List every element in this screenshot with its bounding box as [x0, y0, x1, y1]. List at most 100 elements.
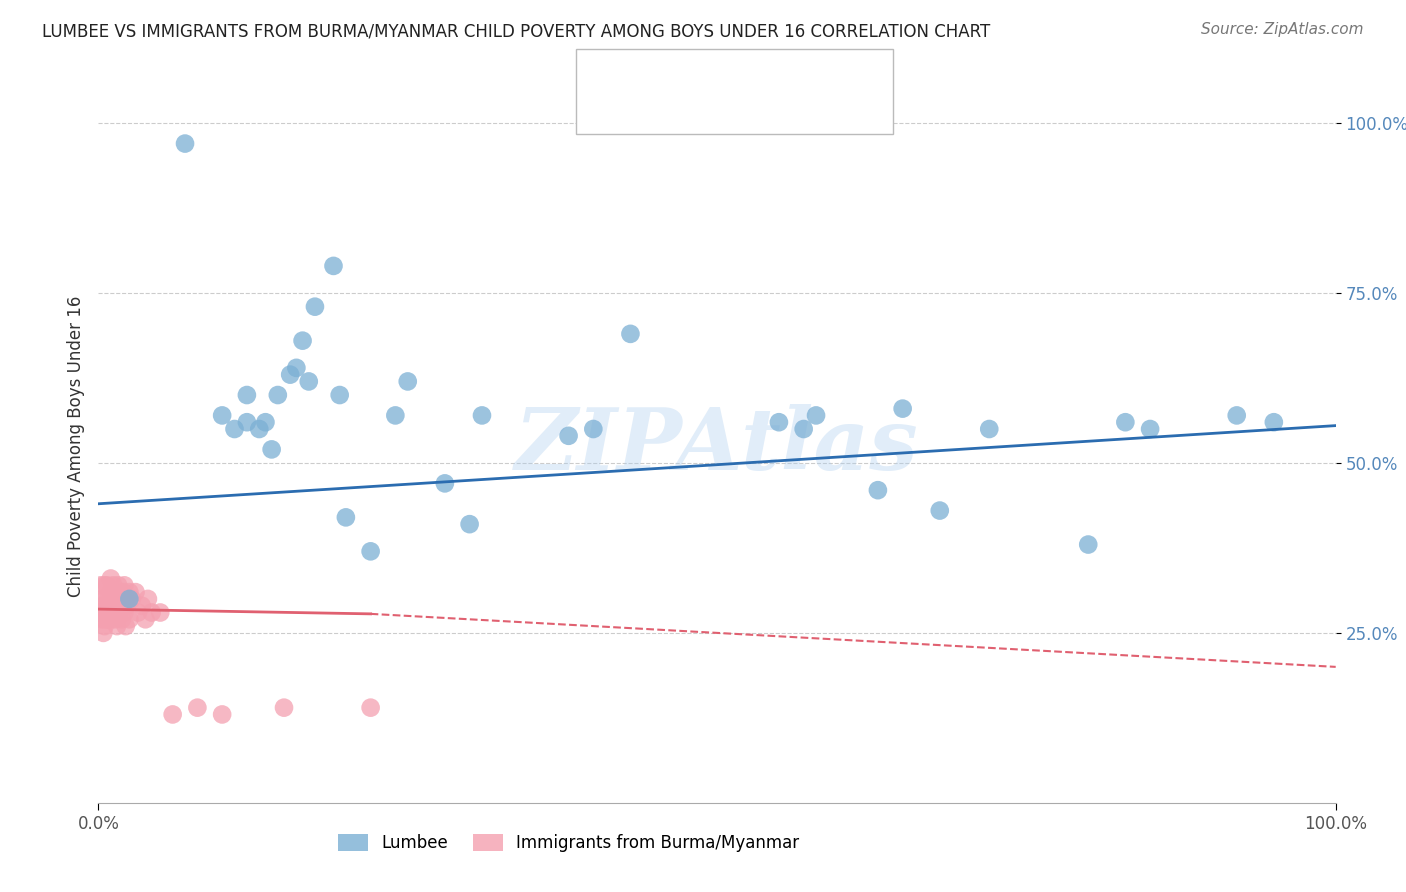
- Point: [103, 585, 125, 599]
- Point: [93, 606, 115, 620]
- Point: [1226, 409, 1249, 423]
- Point: [91, 591, 114, 606]
- Text: ZIPAtlas: ZIPAtlas: [515, 404, 920, 488]
- Point: [866, 483, 889, 498]
- Point: [112, 578, 135, 592]
- Point: [247, 422, 270, 436]
- Point: [97, 591, 120, 606]
- Point: [186, 700, 208, 714]
- Point: [114, 591, 136, 606]
- Point: [136, 591, 159, 606]
- Point: [384, 409, 406, 423]
- Point: [121, 591, 143, 606]
- Point: [360, 700, 382, 714]
- Point: [1139, 422, 1161, 436]
- Point: [114, 619, 136, 633]
- Point: [94, 612, 117, 626]
- Point: [104, 591, 127, 606]
- Point: [298, 375, 321, 389]
- Point: [471, 409, 494, 423]
- Point: [93, 599, 115, 613]
- Point: [105, 599, 128, 613]
- Point: [93, 626, 115, 640]
- Point: [267, 388, 290, 402]
- Text: LUMBEE VS IMMIGRANTS FROM BURMA/MYANMAR CHILD POVERTY AMONG BOYS UNDER 16 CORREL: LUMBEE VS IMMIGRANTS FROM BURMA/MYANMAR …: [42, 22, 990, 40]
- Point: [224, 422, 246, 436]
- Point: [111, 591, 134, 606]
- Point: [236, 388, 259, 402]
- Point: [1077, 537, 1099, 551]
- Point: [329, 388, 352, 402]
- Point: [278, 368, 301, 382]
- Point: [112, 585, 135, 599]
- Point: [96, 606, 118, 620]
- Point: [107, 578, 129, 592]
- Point: [103, 606, 125, 620]
- Point: [91, 612, 114, 626]
- Point: [124, 585, 146, 599]
- Point: [127, 606, 149, 620]
- Point: [111, 612, 134, 626]
- Point: [100, 606, 122, 620]
- Point: [105, 585, 128, 599]
- Point: [291, 334, 314, 348]
- Point: [100, 585, 122, 599]
- Text: R = -0.016   N = 60: R = -0.016 N = 60: [614, 103, 778, 121]
- Point: [285, 360, 308, 375]
- Point: [360, 544, 382, 558]
- Point: [304, 300, 326, 314]
- Point: [162, 707, 184, 722]
- Point: [322, 259, 344, 273]
- Point: [131, 599, 153, 613]
- Point: [103, 599, 125, 613]
- Point: [90, 578, 112, 592]
- Point: [335, 510, 357, 524]
- Point: [93, 578, 115, 592]
- Point: [211, 707, 233, 722]
- Point: [433, 476, 456, 491]
- Point: [260, 442, 283, 457]
- Point: [134, 612, 156, 626]
- Point: [118, 591, 141, 606]
- Point: [112, 606, 135, 620]
- Point: [107, 599, 129, 613]
- Point: [118, 612, 141, 626]
- Point: [979, 422, 1001, 436]
- Point: [891, 401, 914, 416]
- Text: Source: ZipAtlas.com: Source: ZipAtlas.com: [1201, 22, 1364, 37]
- Point: [110, 599, 132, 613]
- Point: [100, 572, 122, 586]
- Point: [98, 599, 121, 613]
- Point: [103, 578, 125, 592]
- Point: [96, 578, 118, 592]
- Point: [396, 375, 419, 389]
- Point: [458, 517, 481, 532]
- Point: [236, 415, 259, 429]
- Point: [254, 415, 277, 429]
- Text: R =   0.111   N = 39: R = 0.111 N = 39: [614, 67, 782, 86]
- Legend: Lumbee, Immigrants from Burma/Myanmar: Lumbee, Immigrants from Burma/Myanmar: [332, 827, 806, 859]
- Point: [101, 591, 124, 606]
- Point: [928, 503, 950, 517]
- Point: [118, 585, 141, 599]
- Point: [108, 591, 131, 606]
- Point: [557, 429, 579, 443]
- Point: [108, 606, 131, 620]
- Point: [97, 612, 120, 626]
- Point: [115, 599, 138, 613]
- Point: [768, 415, 790, 429]
- Text: ■: ■: [595, 103, 614, 123]
- Point: [174, 136, 197, 151]
- Point: [112, 599, 135, 613]
- Point: [211, 409, 233, 423]
- Point: [94, 591, 117, 606]
- Point: [104, 612, 127, 626]
- Point: [105, 619, 128, 633]
- Point: [582, 422, 605, 436]
- Point: [90, 606, 112, 620]
- Point: [93, 619, 115, 633]
- Point: [141, 606, 163, 620]
- Y-axis label: Child Poverty Among Boys Under 16: Child Poverty Among Boys Under 16: [66, 295, 84, 597]
- Point: [619, 326, 641, 341]
- Point: [1114, 415, 1136, 429]
